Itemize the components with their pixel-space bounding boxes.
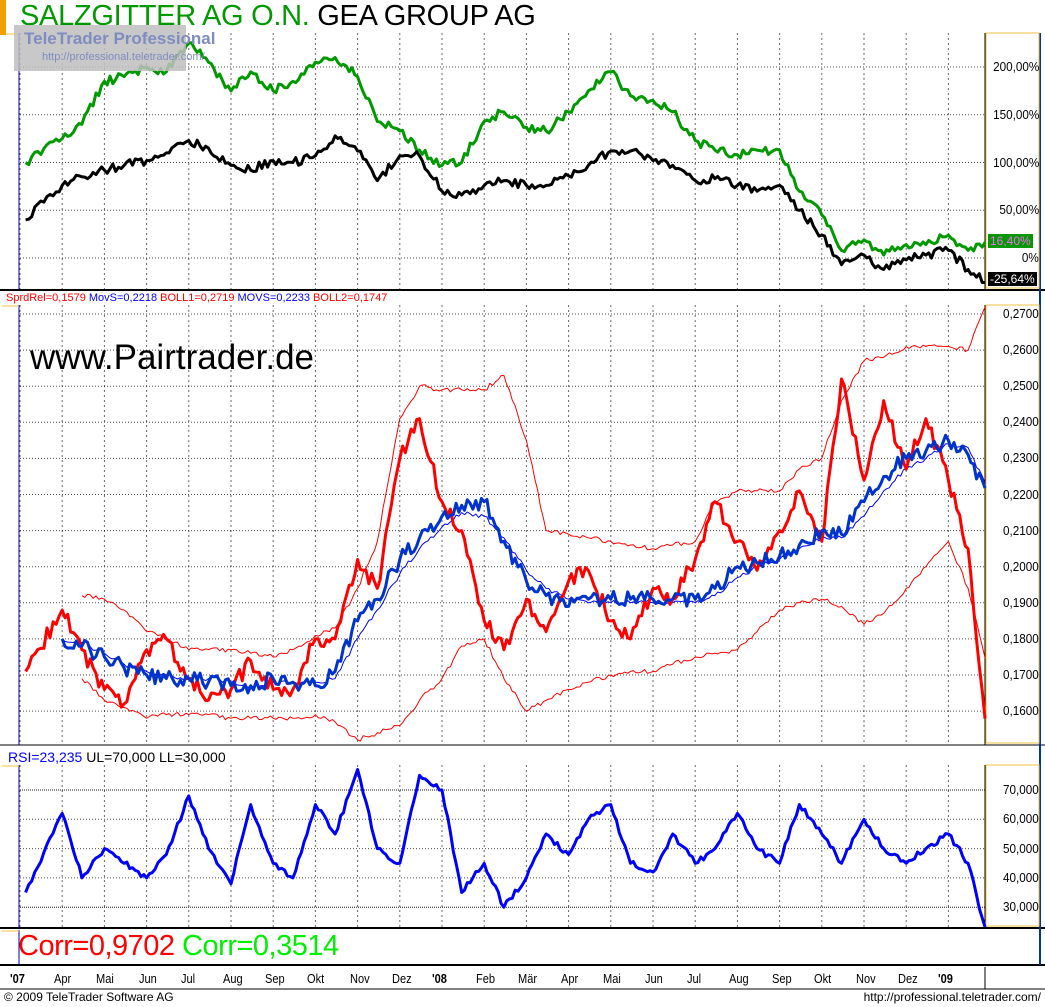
y-tick-label: 0,2700 <box>1003 306 1039 321</box>
y-tick-label: 50,00% <box>999 202 1039 218</box>
x-tick-label: Nov <box>856 971 876 986</box>
y-tick-label: 0,2600 <box>1003 342 1039 358</box>
watermark-brand: TeleTrader Professional <box>24 29 216 48</box>
footer-url[interactable]: http://professional.teletrader.com/ <box>863 990 1041 1004</box>
x-tick-label: Feb <box>476 971 496 986</box>
y-tick-label: 0,1800 <box>1003 630 1039 646</box>
correlation-panel: Corr=0,9702 Corr=0,3514 <box>18 930 339 963</box>
last-value-badge: -25,64% <box>988 272 1037 286</box>
series-line-boll1 <box>81 306 986 658</box>
copyright: © 2009 TeleTrader Software AG <box>4 990 174 1004</box>
y-tick-label: 40,000 <box>1003 869 1039 885</box>
x-tick-label: Jul <box>687 971 702 986</box>
last-value-badge: 16,40% <box>988 234 1033 248</box>
legend-movs: MovS=0,2218 <box>88 292 158 304</box>
rsi-legend: RSI=23,235 UL=70,000 LL=30,000 <box>8 749 226 765</box>
legend-boll1: BOLL1=0,2719 <box>160 292 235 304</box>
title-instrument-2: GEA GROUP AG <box>317 0 536 32</box>
x-tick-label: Nov <box>349 971 370 986</box>
y-tick-label: 0,1600 <box>1003 703 1039 719</box>
x-tick-label: Aug <box>223 971 243 986</box>
y-tick-label: 50,000 <box>1003 840 1039 856</box>
y-tick-label: 150,00% <box>992 106 1039 122</box>
series-line-salzgitter-ag-o-n- <box>24 41 987 257</box>
y-tick-label: 0,1700 <box>1003 667 1039 682</box>
x-tick-label: Mär <box>518 971 538 986</box>
watermark: TeleTrader Professional http://professio… <box>14 25 215 71</box>
x-axis: '07 Apr Mai Jun Jul Aug Sep Okt Nov Dez '08 Feb Mär A… <box>0 967 985 989</box>
x-tick-label: Jul <box>180 971 195 986</box>
series-line-gea-group-ag <box>25 134 985 284</box>
x-tick-label: Okt <box>307 971 325 986</box>
legend-rsi: RSI=23,235 <box>8 749 83 765</box>
corr-value-1: Corr=0,9702 <box>18 930 175 962</box>
x-tick-label: Okt <box>813 971 831 986</box>
x-tick-label: '08 <box>432 971 447 986</box>
y-tick-label: 0,1900 <box>1003 594 1039 610</box>
series-line-boll2 <box>81 540 986 742</box>
y-tick-label: 0,2000 <box>1003 558 1039 574</box>
series-line-rsi <box>24 768 987 928</box>
spread-legend: SprdRel=0,1579 MovS=0,2218 BOLL1=0,2719 … <box>6 292 387 304</box>
y-tick-label: 100,00% <box>992 154 1039 170</box>
legend-sprdrel: SprdRel=0,1579 <box>6 292 86 304</box>
x-tick-label: Mai <box>602 971 621 986</box>
y-tick-label: 0,2500 <box>1003 378 1039 394</box>
x-tick-label: '09 <box>938 971 954 986</box>
y-tick-label: 30,000 <box>1003 899 1039 915</box>
y-axis-box <box>985 32 1040 289</box>
y-tick-label: 200,00% <box>992 59 1039 74</box>
x-tick-label: Apr <box>54 971 72 986</box>
x-tick-label: Mai <box>96 971 115 986</box>
y-tick-label: 60,000 <box>1003 811 1039 827</box>
x-tick-label: '07 <box>10 971 25 986</box>
y-tick-label: 0% <box>1022 250 1039 265</box>
x-tick-label: Sep <box>265 971 285 986</box>
legend-movs2: MOVS=0,2233 <box>237 292 310 304</box>
series-line-sprdrel <box>24 377 987 719</box>
series-line-movs <box>60 433 987 695</box>
y-tick-label: 0,2400 <box>1003 414 1039 430</box>
legend-ll: LL=30,000 <box>159 749 226 765</box>
x-tick-label: Aug <box>729 971 750 986</box>
watermark-url: http://professional.teletrader.com/ <box>42 51 205 63</box>
x-tick-label: Apr <box>560 971 578 986</box>
corr-value-2: Corr=0,3514 <box>182 930 339 962</box>
pairtrader-overlay: www.Pairtrader.de <box>30 338 315 377</box>
x-tick-label: Jun <box>138 971 157 986</box>
y-tick-label: 0,2200 <box>1003 486 1039 502</box>
legend-ul: UL=70,000 <box>86 749 156 765</box>
y-tick-label: 0,2100 <box>1003 522 1039 538</box>
series-line-movs <box>61 443 986 688</box>
y-axis-box <box>985 304 1040 744</box>
x-tick-label: Dez <box>898 971 918 986</box>
x-tick-label: Sep <box>771 971 792 986</box>
x-tick-label: Jun <box>645 971 663 986</box>
y-tick-label: 0,2300 <box>1003 450 1039 466</box>
legend-boll2: BOLL2=0,1747 <box>313 292 388 304</box>
y-axis-box <box>985 764 1040 927</box>
y-tick-label: 70,000 <box>1003 782 1039 797</box>
x-tick-label: Dez <box>391 971 412 986</box>
accent-bar <box>0 0 6 35</box>
